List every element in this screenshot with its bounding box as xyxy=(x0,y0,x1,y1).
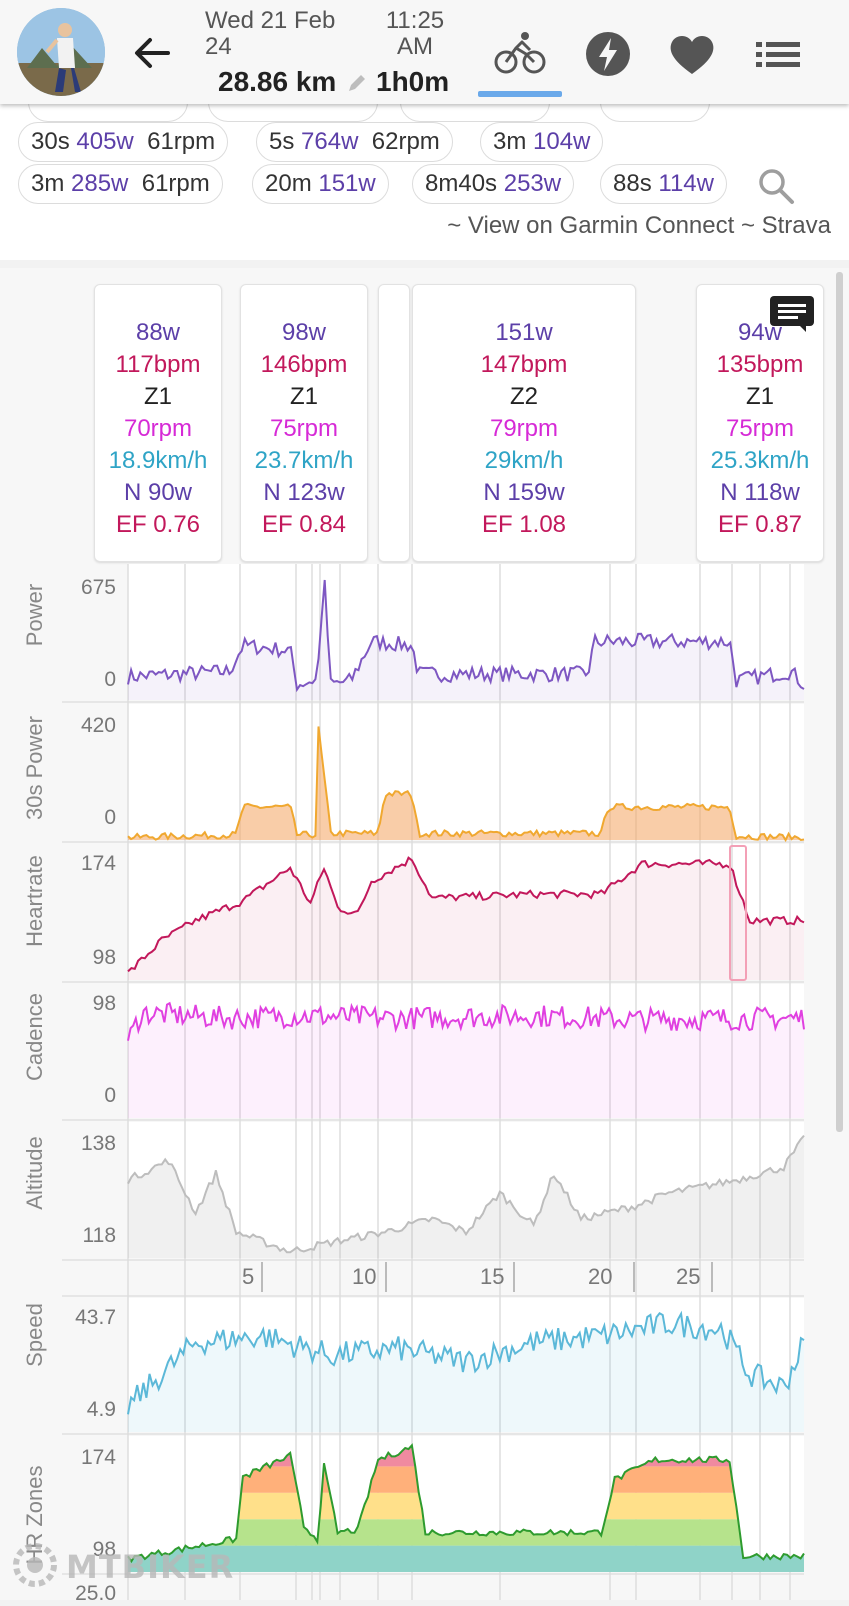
distance-tick: 20 xyxy=(588,1264,613,1289)
distance-tick: 10 xyxy=(352,1264,377,1289)
power30-max-tick: 420 xyxy=(80,714,116,737)
lap-zone: Z2 xyxy=(509,383,538,410)
lap-normalized-power: N 123w xyxy=(263,479,345,506)
interval-chip[interactable]: 88s 114w xyxy=(600,164,727,204)
hrzones-max-tick: 174 xyxy=(80,1446,116,1469)
lap-normalized-power: N 90w xyxy=(123,479,193,506)
search-icon[interactable] xyxy=(756,166,796,206)
bike-icon[interactable] xyxy=(492,28,548,80)
lap-zone: Z1 xyxy=(143,383,172,410)
lap-cadence: 75rpm xyxy=(725,415,795,442)
power-axis-label: Power xyxy=(22,583,47,647)
lap-efficiency: EF 0.87 xyxy=(717,511,803,538)
activity-date: Wed 21 Feb 24 xyxy=(205,7,336,60)
lap-card[interactable]: 88w 117bpm Z1 70rpm 18.9km/h N 90w EF 0.… xyxy=(94,284,222,562)
comment-icon[interactable] xyxy=(770,296,814,332)
lap-efficiency: EF 0.84 xyxy=(261,511,347,538)
lap-card[interactable]: 151w 147bpm Z2 79rpm 29km/h N 159w EF 1.… xyxy=(412,284,636,562)
power-max-tick: 675 xyxy=(80,576,116,599)
lap-card[interactable]: 98w 146bpm Z1 75rpm 23.7km/h N 123w EF 0… xyxy=(240,284,368,562)
lap-power: 98w xyxy=(281,319,327,346)
lap-efficiency: EF 1.08 xyxy=(481,511,567,538)
scrollbar[interactable] xyxy=(836,272,843,1132)
distance-tick: 5 xyxy=(242,1264,255,1289)
distance-tick: 25 xyxy=(676,1264,701,1289)
altitude-max-tick: 138 xyxy=(80,1132,116,1155)
heartrate-max-tick: 174 xyxy=(80,852,116,875)
lightning-icon[interactable] xyxy=(580,28,636,80)
watermark-text: MTBIKER xyxy=(66,1548,235,1586)
speed-min-tick: 4.9 xyxy=(86,1398,116,1421)
lap-card[interactable]: 94w 135bpm Z1 75rpm 25.3km/h N 118w EF 0… xyxy=(696,284,824,562)
lap-heartrate: 147bpm xyxy=(480,351,568,378)
cadence-min-tick: 0 xyxy=(104,1084,116,1107)
lap-card-narrow[interactable] xyxy=(378,284,410,562)
hrzones-min-tick: 98 xyxy=(92,1538,116,1561)
lap-power: 88w xyxy=(135,319,181,346)
distance-tick: 15 xyxy=(480,1264,505,1289)
lap-cadence: 75rpm xyxy=(269,415,339,442)
edit-pencil-icon[interactable] xyxy=(346,72,368,94)
next-panel-max-tick: 25.0 xyxy=(75,1582,116,1605)
lap-power: 151w xyxy=(495,319,553,346)
back-arrow-icon[interactable] xyxy=(128,30,178,76)
lap-normalized-power: N 118w xyxy=(720,479,800,506)
external-links[interactable]: ~ View on Garmin Connect ~ Strava xyxy=(447,212,831,239)
heartrate-axis-label: Heartrate xyxy=(22,855,47,947)
lap-heartrate: 135bpm xyxy=(716,351,804,378)
interval-chip[interactable]: 20m 151w xyxy=(252,164,389,204)
lap-efficiency: EF 0.76 xyxy=(115,511,201,538)
power-min-tick: 0 xyxy=(104,668,116,691)
lap-speed: 18.9km/h xyxy=(108,447,208,474)
heartrate-min-tick: 98 xyxy=(92,946,116,969)
avatar[interactable] xyxy=(17,8,105,96)
lap-zone: Z1 xyxy=(289,383,318,410)
cadence-max-tick: 98 xyxy=(92,992,116,1015)
lap-heartrate: 146bpm xyxy=(260,351,348,378)
interval-chip[interactable]: 3m 285w 61rpm xyxy=(18,164,223,204)
active-tab-indicator xyxy=(478,91,562,97)
speed-axis-label: Speed xyxy=(22,1303,47,1367)
lap-speed: 25.3km/h xyxy=(710,447,810,474)
interval-chip[interactable]: 8m40s 253w xyxy=(412,164,575,204)
altitude-min-tick: 118 xyxy=(82,1224,116,1247)
power30-min-tick: 0 xyxy=(104,806,116,829)
lap-zone: Z1 xyxy=(745,383,774,410)
interval-chip[interactable]: 5s 764w 62rpm xyxy=(256,122,453,162)
list-icon[interactable] xyxy=(752,28,808,80)
activity-time: 11:25 AM xyxy=(385,7,445,60)
lap-cadence: 70rpm xyxy=(123,415,193,442)
interval-chip[interactable]: 3m 104w xyxy=(480,122,604,162)
activity-distance: 28.86 km xyxy=(218,66,337,97)
lap-speed: 29km/h xyxy=(484,447,564,474)
heart-icon[interactable] xyxy=(664,28,720,80)
top-header: Wed 21 Feb 24 11:25 AM 28.86 km 1h0m xyxy=(0,0,849,104)
interval-chip[interactable]: 30s 405w 61rpm xyxy=(18,122,229,162)
lap-cadence: 79rpm xyxy=(489,415,559,442)
speed-max-tick: 43.7 xyxy=(75,1306,116,1329)
activity-duration: 1h0m xyxy=(376,66,450,97)
lap-normalized-power: N 159w xyxy=(483,479,565,506)
lap-speed: 23.7km/h xyxy=(254,447,354,474)
lap-heartrate: 117bpm xyxy=(115,351,201,378)
intervals-panel: 30s 405w 61rpm 5s 764w 62rpm 3m 104w 3m … xyxy=(0,82,849,260)
cadence-axis-label: Cadence xyxy=(22,992,47,1082)
altitude-axis-label: Altitude xyxy=(22,1136,47,1210)
power30-axis-label: 30s Power xyxy=(22,716,47,820)
